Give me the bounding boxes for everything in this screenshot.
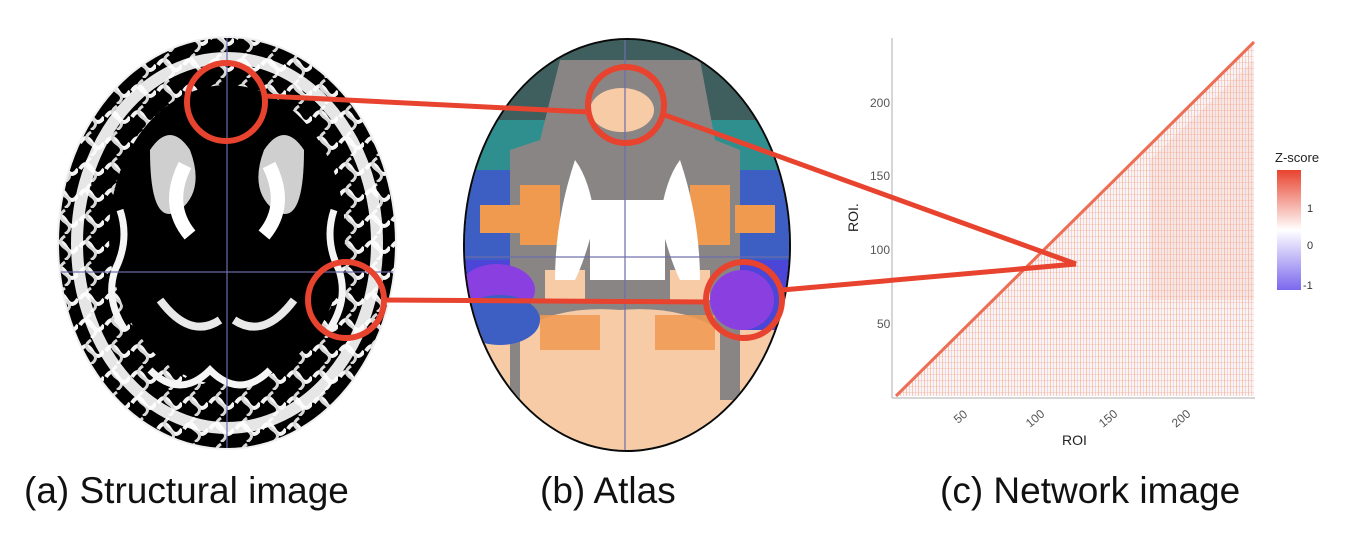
legend-tick: -1 (1303, 280, 1313, 292)
x-tick: 50 (951, 407, 970, 427)
x-axis-title: ROI (1062, 432, 1087, 448)
link-line-temporal-ab (384, 300, 706, 302)
y-tick: 50 (877, 317, 891, 331)
x-tick: 150 (1096, 406, 1121, 430)
y-tick: 150 (870, 169, 890, 183)
y-tick: 100 (870, 243, 890, 257)
legend-tick: 1 (1307, 203, 1313, 215)
caption-structural-image: (a) Structural image (24, 470, 349, 512)
caption-atlas: (b) Atlas (540, 470, 676, 512)
x-tick: 100 (1023, 406, 1048, 430)
legend-title: Z-score (1275, 150, 1319, 165)
caption-network-image: (c) Network image (940, 470, 1240, 512)
atlas-image (459, 38, 795, 460)
network-image: 200 150 100 50 50 100 150 200 ROI ROI. Z… (845, 38, 1319, 448)
zscore-legend: Z-score 1 0 -1 (1275, 150, 1319, 292)
legend-tick: 0 (1307, 240, 1313, 252)
y-axis-title: ROI. (845, 203, 861, 232)
legend-colorbar (1277, 170, 1301, 290)
x-tick: 200 (1169, 406, 1194, 430)
y-tick: 200 (870, 96, 890, 110)
